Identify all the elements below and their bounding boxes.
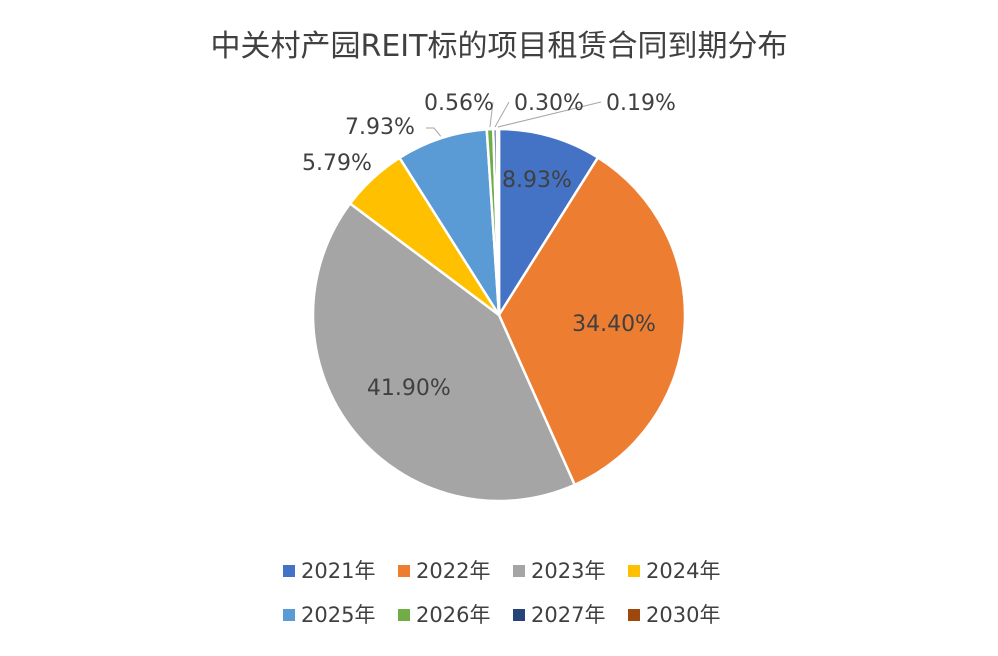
leader-line-2025 <box>426 127 442 137</box>
pie-slice-2022 <box>497 155 687 487</box>
legend-swatch <box>398 565 410 577</box>
legend-label: 2026年 <box>416 603 490 627</box>
leader-line-2027 <box>494 101 510 128</box>
leader-lines <box>426 101 602 137</box>
slice-label-2026: 0.56% <box>424 91 494 116</box>
legend-item-2021: 2021年 <box>283 559 375 583</box>
legend-swatch <box>513 609 525 621</box>
pie-slice-2023 <box>311 201 577 503</box>
leader-line-2030 <box>497 101 602 128</box>
legend-swatch <box>628 565 640 577</box>
legend-label: 2030年 <box>646 603 720 627</box>
pie-slice-2030 <box>495 127 501 316</box>
slice-label-2027: 0.30% <box>514 91 584 116</box>
legend-item-2023: 2023年 <box>513 559 605 583</box>
legend-swatch <box>628 609 640 621</box>
slice-label-2023: 41.90% <box>367 376 451 401</box>
slice-labels: 8.93% 34.40% 41.90% 5.79% 7.93% 0.56% 0.30% 0.1… <box>302 91 676 401</box>
legend-label: 2022年 <box>416 559 490 583</box>
pie-slice-2025 <box>397 128 501 316</box>
legend-item-2022: 2022年 <box>398 559 490 583</box>
legend-item-2030: 2030年 <box>628 603 720 627</box>
legend-item-2024: 2024年 <box>628 559 720 583</box>
legend-item-2027: 2027年 <box>513 603 605 627</box>
slice-label-2022: 34.40% <box>572 312 656 337</box>
legend-swatch <box>398 609 410 621</box>
legend: 2021年 2022年 2023年 2024年 2025年 2026年 2027年 2030年 <box>283 559 720 627</box>
legend-label: 2027年 <box>531 603 605 627</box>
legend-label: 2021年 <box>301 559 375 583</box>
legend-swatch <box>283 609 295 621</box>
slice-label-2021: 8.93% <box>502 168 572 193</box>
legend-swatch <box>283 565 295 577</box>
legend-label: 2023年 <box>531 559 605 583</box>
legend-swatch <box>513 565 525 577</box>
slice-label-2030: 0.19% <box>606 91 676 116</box>
pie-slice-2021 <box>497 127 600 320</box>
slice-label-2025: 7.93% <box>345 115 415 140</box>
pie-slices <box>311 127 687 503</box>
legend-label: 2025年 <box>301 603 375 627</box>
legend-item-2026: 2026年 <box>398 603 490 627</box>
leader-line-2026 <box>489 101 494 128</box>
slice-label-2024: 5.79% <box>302 151 372 176</box>
legend-item-2025: 2025年 <box>283 603 375 627</box>
chart-title: 中关村产园REIT标的项目租赁合同到期分布 <box>211 29 788 64</box>
legend-label: 2024年 <box>646 559 720 583</box>
